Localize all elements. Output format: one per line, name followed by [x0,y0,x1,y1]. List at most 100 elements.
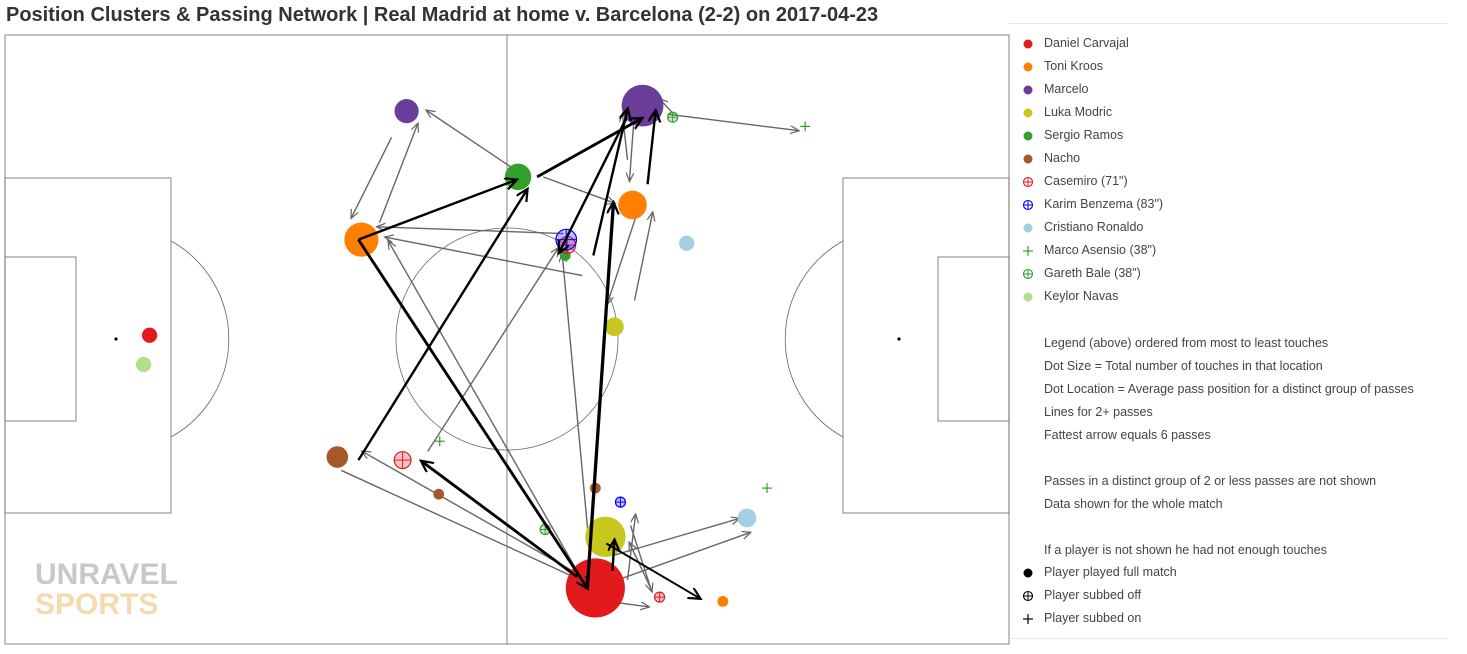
legend-marker-icon [1023,223,1033,233]
cluster-nacho [326,446,349,468]
pass-line-thin [607,211,639,304]
cluster-cristiano-ronaldo [679,235,695,251]
cluster-marco-asensio-38 [434,436,445,447]
cluster-marcelo [621,84,664,127]
legend-marker-icon [1022,590,1034,602]
legend-label: Gareth Bale (38") [1044,266,1141,280]
legend-marker-icon [1023,39,1033,49]
centre-circle [395,227,619,451]
cluster-marco-asensio-38 [762,483,773,494]
legend-marker-icon [1023,154,1033,164]
pass-arrow [559,117,628,253]
legend-label: Cristiano Ronaldo [1044,220,1144,234]
pass-line-thin [386,237,583,277]
legend-label: Sergio Ramos [1044,128,1124,142]
legend-note: Legend (above) ordered from most to leas… [1044,336,1329,350]
chart-title: Position Clusters & Passing Network | Re… [6,4,879,26]
legend-marker-icon [1023,246,1033,256]
cluster-daniel-carvajal [141,327,158,343]
left-penalty-spot [114,337,118,341]
pass-line-thin [629,525,651,591]
pass-arrow [605,542,699,599]
pass-line-thin [389,241,583,581]
cluster-nacho [433,488,445,500]
pass-line-thin [427,111,514,169]
legend-label: Keylor Navas [1044,289,1119,303]
legend-note: If a player is not shown he had not enou… [1044,543,1327,557]
pass-line-thin [562,254,594,581]
legend-marker-icon [1023,85,1033,95]
legend-label: Nacho [1044,151,1081,165]
pass-line-thin [633,213,653,301]
unravel-sports-logo: UNRAVEL SPORTS [35,560,178,620]
legend-label: Casemiro (71") [1044,174,1128,188]
pass-line-thin [377,227,564,235]
cluster-daniel-carvajal [565,558,625,618]
right-penalty-box [842,177,1010,514]
cluster-karim-benzema-83 [614,496,627,508]
pass-arrow [592,109,627,256]
legend-marker-icon [1023,568,1033,578]
cluster-casemiro-71 [393,451,412,470]
logo-line2: SPORTS [35,588,159,621]
cluster-luka-modric [605,317,624,337]
legend-label: Luka Modric [1044,105,1113,119]
thin-pass-lines [341,99,798,607]
pass-arrow [646,111,656,185]
legend-note: Dot Size = Total number of touches in th… [1044,359,1323,373]
pass-line-thin [617,533,750,581]
legend-marker-icon [1023,292,1033,302]
pass-arrow [422,461,579,579]
cluster-keylor-navas [135,356,152,373]
pass-arrow [612,540,614,571]
cluster-toni-kroos [717,595,729,607]
legend-label: Player played full match [1044,565,1177,579]
cluster-marco-asensio-38 [800,121,811,132]
pass-line-thin [427,248,559,452]
pass-arrows [357,109,699,599]
right-penalty-arc [784,240,844,438]
legend-note: Data shown for the whole match [1044,497,1223,511]
legend-note: Fattest arrow equals 6 passes [1044,428,1211,442]
legend-label: Karim Benzema (83") [1044,197,1164,211]
legend-marker-icon [1022,176,1034,188]
legend-label: Player subbed on [1044,611,1142,625]
pass-arrow [357,190,527,461]
pass-line-thin [351,136,393,217]
legend-marker-icon [1022,268,1034,280]
cluster-sergio-ramos [504,163,532,191]
legend-label: Player subbed off [1044,588,1142,602]
legend-note: Lines for 2+ passes [1044,405,1153,419]
legend-note: Dot Location = Average pass position for… [1044,382,1414,396]
pass-line-thin [378,124,417,223]
legend: Daniel Carvajal Toni Kroos Marcelo Luka Mod… [1009,23,1447,639]
left-six-yard-box [4,256,77,422]
left-penalty-box [4,177,172,514]
legend-marker-icon [1023,131,1033,141]
cluster-gareth-bale-38 [667,111,679,123]
pass-arrow [357,180,516,241]
pass-line-thin [542,176,614,203]
right-penalty-spot [897,337,901,341]
left-penalty-arc [170,240,230,438]
cluster-daniel-carvajal [654,591,666,603]
legend-marker-icon [1022,199,1034,211]
legend-label: Marco Asensio (38") [1044,243,1157,257]
pass-arrow [357,238,587,588]
legend-marker-icon [1023,108,1033,118]
pitch-markings [4,34,1010,645]
legend-note: Passes in a distinct group of 2 or less … [1044,474,1377,488]
pass-line-thin [667,113,799,130]
legend-label: Marcelo [1044,82,1089,96]
cluster-marcelo [394,99,419,124]
right-six-yard-box [937,256,1010,422]
cluster-dots [135,84,811,618]
legend-label: Daniel Carvajal [1044,36,1129,50]
legend-label: Toni Kroos [1044,59,1104,73]
pass-line-thin [341,469,587,583]
cluster-toni-kroos [618,190,647,220]
legend-marker-icon [1023,62,1033,72]
legend-marker-icon [1023,614,1033,624]
pass-arrow [585,203,613,589]
